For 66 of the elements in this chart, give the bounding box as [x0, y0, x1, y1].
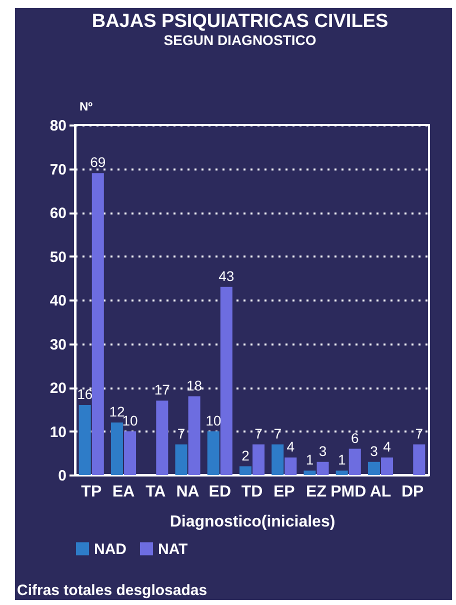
data-label: 1: [338, 452, 346, 468]
y-tick-label: 10: [50, 424, 66, 441]
y-tick-label: 30: [50, 336, 66, 354]
data-label: 6: [350, 430, 359, 446]
x-tick-label: TA: [146, 484, 166, 500]
bar: [220, 286, 232, 475]
data-label: 4: [286, 438, 295, 454]
x-tick-label: NA: [176, 484, 200, 500]
data-label: 69: [90, 154, 106, 170]
y-tick-label: 20: [50, 380, 66, 397]
bar: [156, 400, 168, 475]
data-label: 2: [242, 447, 250, 464]
data-label: 16: [77, 386, 93, 402]
bar: [239, 466, 252, 475]
bar: [413, 444, 426, 475]
bar: [124, 431, 136, 475]
bar: [336, 470, 348, 475]
legend-label: NAD: [94, 540, 127, 558]
x-tick-label: EZ: [306, 484, 327, 500]
bar: [284, 458, 297, 475]
data-label: 7: [415, 425, 424, 442]
bar: [92, 173, 104, 475]
data-label: 17: [154, 382, 170, 398]
data-label: 12: [109, 404, 125, 420]
y-axis-title: Nº: [80, 100, 94, 114]
data-label: 7: [274, 425, 282, 442]
x-axis-title: Diagnostico(iniciales): [170, 514, 336, 530]
y-tick-label: 50: [50, 248, 66, 266]
chart-subtitle: SEGUN DIAGNOSTICO: [164, 32, 316, 48]
y-tick-label: 70: [50, 161, 66, 178]
y-tick-label: 0: [58, 468, 66, 484]
chart-title: BAJAS PSIQUIATRICAS CIVILES: [92, 11, 388, 32]
data-label: 7: [177, 425, 186, 442]
data-label: 43: [218, 268, 234, 284]
data-label: 18: [186, 377, 202, 394]
x-tick-label: TP: [81, 484, 102, 500]
data-label: 4: [383, 438, 392, 454]
bar: [110, 422, 123, 475]
data-label: 3: [370, 442, 378, 459]
y-tick-label: 80: [50, 118, 66, 134]
x-tick-label: ED: [208, 484, 231, 500]
data-label: 3: [318, 442, 327, 459]
bar: [304, 470, 316, 475]
data-label: 1: [306, 452, 314, 468]
text: Cifras totales desglosadas: [17, 582, 208, 599]
x-tick-label: EA: [112, 484, 136, 500]
bar: [381, 458, 394, 475]
x-tick-label: TD: [241, 484, 263, 500]
bar: [78, 405, 91, 475]
y-tick-label: 40: [50, 292, 66, 310]
y-tick-label: 60: [50, 205, 66, 222]
bar: [207, 431, 220, 475]
x-tick-label: DP: [402, 484, 424, 500]
x-tick-label: EP: [273, 484, 296, 500]
bar: [188, 396, 200, 475]
bar: [252, 444, 265, 475]
legend-label: NAT: [158, 540, 188, 558]
data-label: 7: [254, 425, 263, 442]
data-label: 10: [122, 412, 138, 428]
bar: [272, 444, 284, 475]
bar: [175, 444, 188, 475]
bar: [348, 448, 361, 475]
x-tick-label: AL: [370, 484, 392, 500]
x-tick-label: PMD: [330, 484, 366, 500]
bar: [316, 462, 329, 475]
bar: [368, 462, 380, 475]
